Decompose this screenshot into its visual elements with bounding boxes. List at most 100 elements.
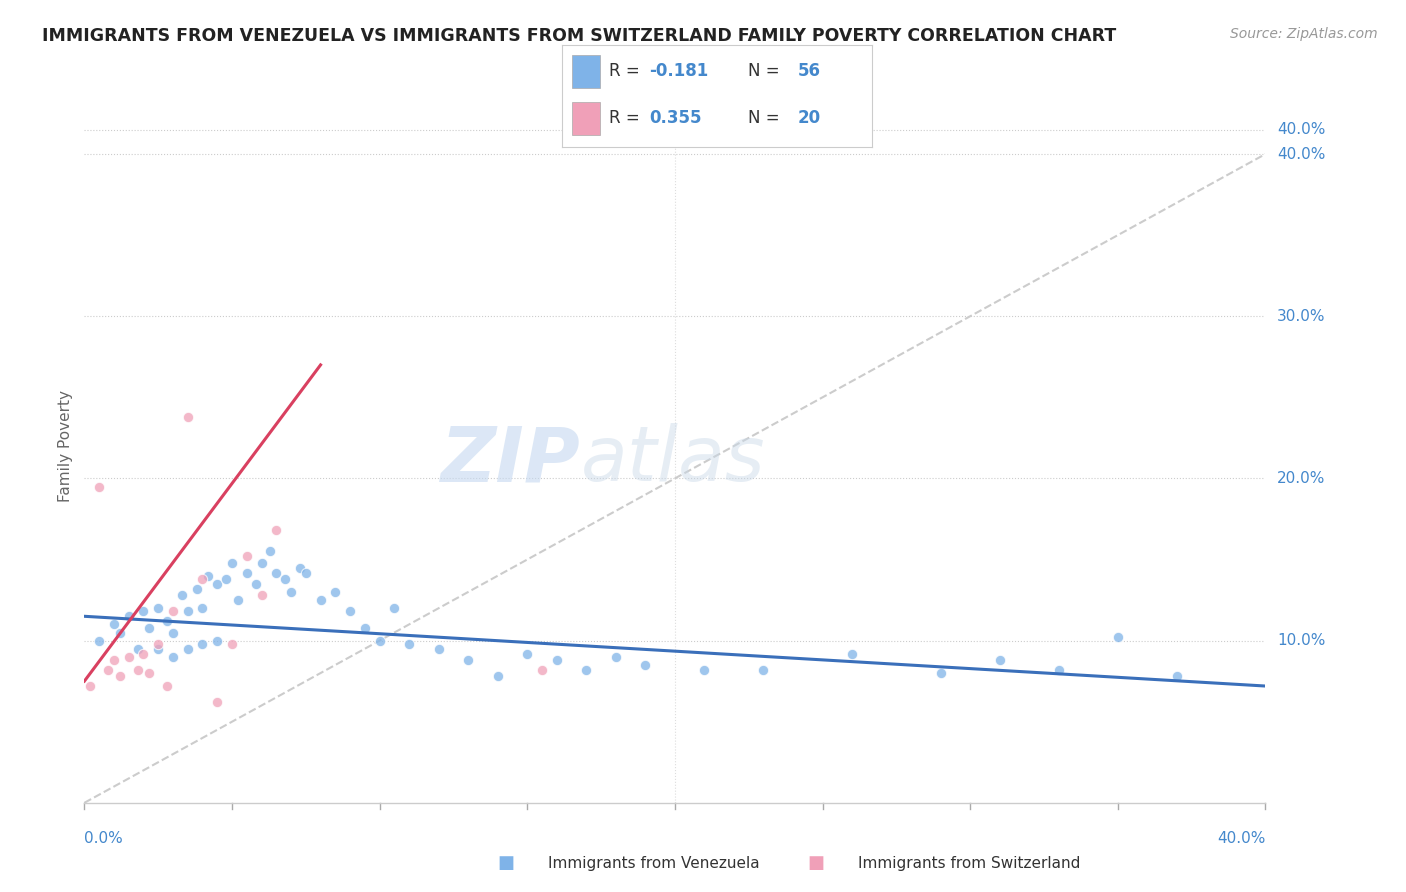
Point	[108, 669, 131, 683]
Point	[215, 572, 238, 586]
Point	[156, 614, 179, 628]
Point	[354, 621, 377, 635]
Text: 0.355: 0.355	[650, 110, 702, 128]
Point	[205, 633, 228, 648]
FancyBboxPatch shape	[572, 55, 599, 87]
Point	[79, 679, 101, 693]
Point	[177, 604, 200, 618]
Point	[1107, 631, 1129, 645]
Point	[1047, 663, 1070, 677]
Point	[274, 572, 297, 586]
Point	[162, 604, 184, 618]
Point	[177, 641, 200, 656]
Point	[97, 663, 120, 677]
Point	[264, 566, 288, 580]
Point	[235, 549, 259, 564]
Text: R =: R =	[609, 110, 645, 128]
Point	[516, 647, 538, 661]
Point	[382, 601, 406, 615]
Point	[205, 695, 228, 709]
Text: N =: N =	[748, 62, 785, 80]
Text: 10.0%: 10.0%	[1277, 633, 1326, 648]
Point	[148, 601, 170, 615]
FancyBboxPatch shape	[572, 102, 599, 135]
Point	[148, 641, 170, 656]
Text: 30.0%: 30.0%	[1277, 309, 1326, 324]
Point	[162, 649, 184, 664]
Point	[427, 641, 450, 656]
Point	[841, 647, 863, 661]
Point	[177, 409, 200, 424]
Point	[295, 566, 318, 580]
Point	[103, 617, 125, 632]
Point	[693, 663, 716, 677]
Text: ■: ■	[807, 855, 824, 872]
Point	[127, 641, 149, 656]
Point	[323, 585, 347, 599]
Point	[186, 582, 208, 596]
Point	[546, 653, 568, 667]
Text: 20.0%: 20.0%	[1277, 471, 1326, 486]
Point	[250, 588, 273, 602]
Text: ■: ■	[498, 855, 515, 872]
Text: R =: R =	[609, 62, 645, 80]
Point	[368, 633, 391, 648]
Point	[457, 653, 479, 667]
Point	[398, 637, 420, 651]
Text: 40.0%: 40.0%	[1277, 146, 1326, 161]
Point	[87, 633, 111, 648]
Point	[170, 588, 193, 602]
Y-axis label: Family Poverty: Family Poverty	[58, 390, 73, 502]
Text: 56: 56	[797, 62, 821, 80]
Point	[118, 609, 141, 624]
Point	[191, 637, 214, 651]
Point	[259, 544, 281, 558]
Point	[148, 637, 170, 651]
Point	[132, 647, 155, 661]
Text: 40.0%: 40.0%	[1277, 122, 1326, 137]
Point	[339, 604, 361, 618]
Text: -0.181: -0.181	[650, 62, 709, 80]
Point	[191, 572, 214, 586]
Point	[127, 663, 149, 677]
Point	[752, 663, 775, 677]
Text: atlas: atlas	[581, 424, 765, 497]
Point	[132, 604, 155, 618]
Point	[197, 568, 219, 582]
Point	[575, 663, 598, 677]
Text: Immigrants from Venezuela: Immigrants from Venezuela	[548, 856, 761, 871]
Text: IMMIGRANTS FROM VENEZUELA VS IMMIGRANTS FROM SWITZERLAND FAMILY POVERTY CORRELAT: IMMIGRANTS FROM VENEZUELA VS IMMIGRANTS …	[42, 27, 1116, 45]
Point	[235, 566, 259, 580]
Point	[929, 666, 952, 681]
Point	[280, 585, 302, 599]
Point	[486, 669, 509, 683]
Point	[226, 593, 249, 607]
Point	[108, 625, 131, 640]
Point	[309, 593, 332, 607]
Text: 0.0%: 0.0%	[84, 831, 124, 847]
Point	[221, 637, 243, 651]
Text: ZIP: ZIP	[440, 424, 581, 497]
Point	[250, 556, 273, 570]
Point	[530, 663, 553, 677]
Point	[221, 556, 243, 570]
Text: N =: N =	[748, 110, 785, 128]
Point	[245, 577, 267, 591]
Point	[138, 621, 160, 635]
Point	[87, 479, 111, 493]
Text: Immigrants from Switzerland: Immigrants from Switzerland	[858, 856, 1080, 871]
Point	[118, 649, 141, 664]
Point	[264, 524, 288, 538]
Point	[103, 653, 125, 667]
Point	[162, 625, 184, 640]
Text: Source: ZipAtlas.com: Source: ZipAtlas.com	[1230, 27, 1378, 41]
Point	[205, 577, 228, 591]
Text: 40.0%: 40.0%	[1218, 831, 1265, 847]
Point	[288, 560, 311, 574]
Text: 20: 20	[797, 110, 821, 128]
Point	[605, 649, 627, 664]
Point	[634, 657, 657, 672]
Point	[1166, 669, 1188, 683]
Point	[138, 666, 160, 681]
Point	[988, 653, 1011, 667]
